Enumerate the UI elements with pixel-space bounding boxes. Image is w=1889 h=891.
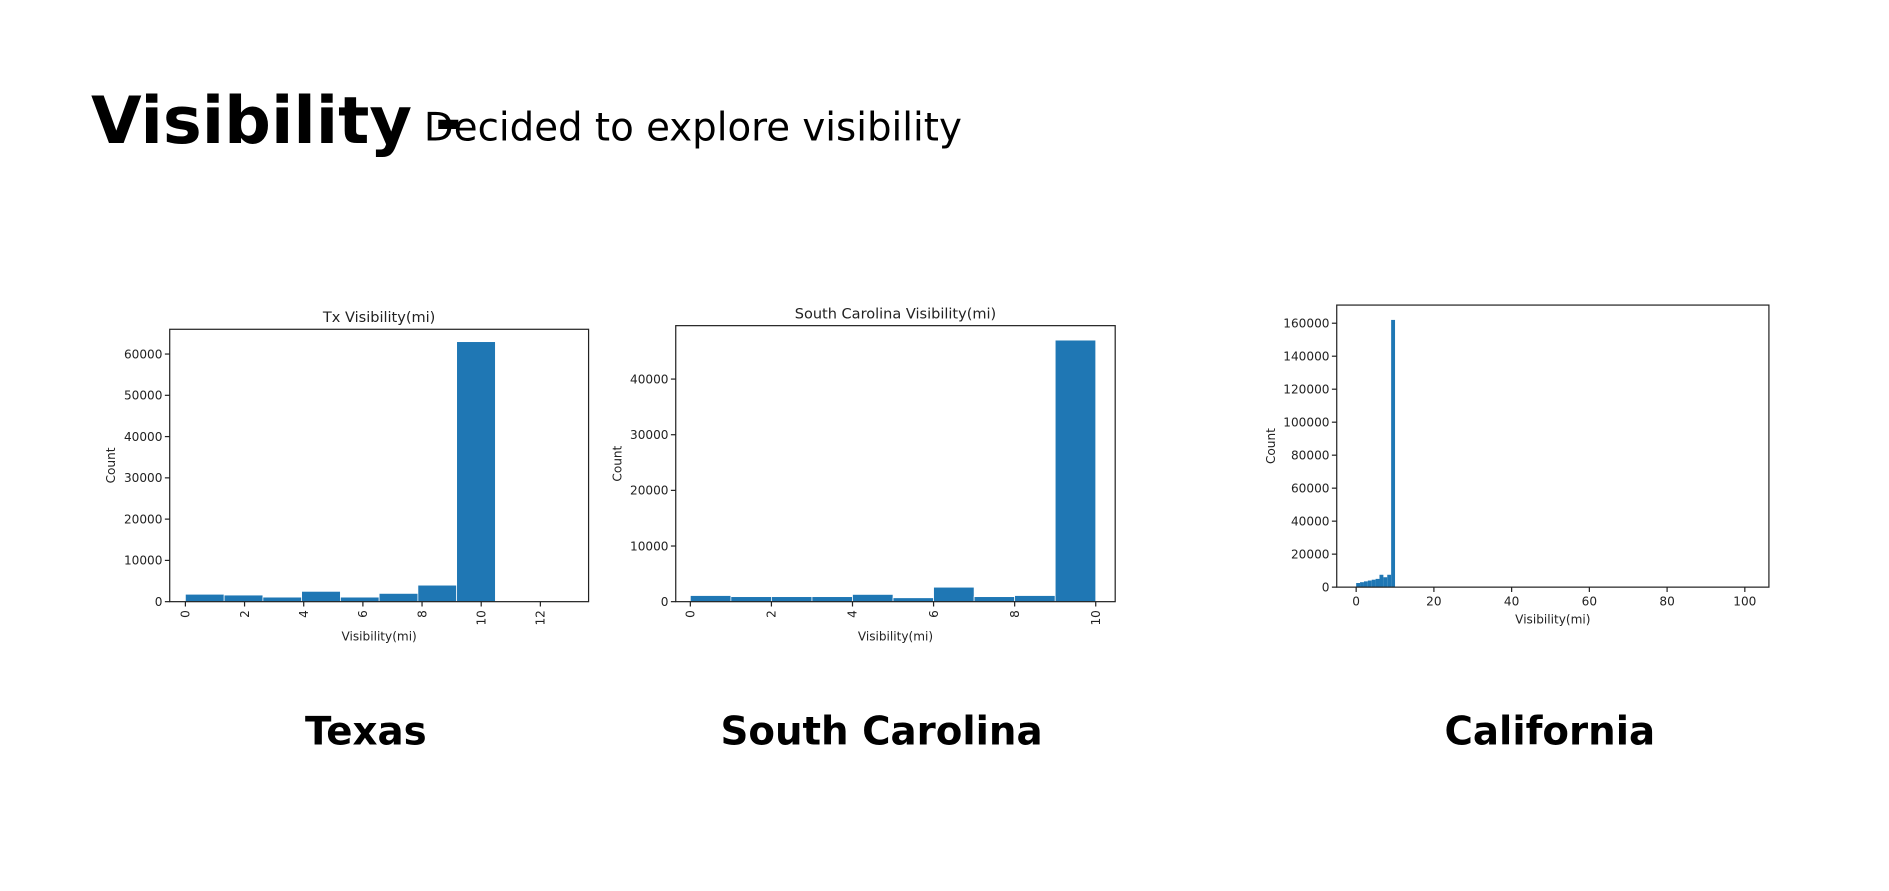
bar [417,584,458,603]
y-tick-label: 50000 [124,389,162,403]
caption: Texas [305,710,427,755]
bar [1054,339,1097,603]
bar [933,586,975,603]
bar [340,596,380,603]
bar [689,595,732,603]
bar [1387,574,1392,588]
chart-title: Tx Visibility(mi) [322,310,435,326]
x-tick-label: 40 [1504,594,1519,608]
x-tick-label: 2 [238,610,252,618]
y-tick-label: 100000 [1283,415,1329,429]
chart-title: South Carolina Visibility(mi) [795,306,996,322]
x-axis-label: Visibility(mi) [1515,612,1590,626]
bar [1371,579,1376,588]
bar [456,341,496,603]
x-tick-label: 100 [1733,594,1756,608]
x-tick-label: 20 [1426,594,1441,608]
y-tick-label: 40000 [1291,514,1329,528]
histogram: 0 2 4 6 8 10 0 10000 20000 30000 40000 South Caroli… [610,306,1116,643]
bar [1375,578,1380,588]
bar [185,593,225,603]
x-axis-label: Visibility(mi) [342,629,417,643]
bar [262,596,303,603]
y-tick-label: 20000 [1291,547,1329,561]
bar [301,590,341,603]
y-axis-label: Count [104,447,118,483]
x-tick-label: 8 [415,610,429,618]
bar [771,596,813,603]
x-tick-label: 8 [1008,610,1022,618]
x-axis-label: Visibility(mi) [858,629,933,643]
bar [973,596,1016,603]
x-tick-label: 10 [474,610,488,625]
y-tick-label: 10000 [124,554,162,568]
x-tick-label: 0 [684,610,698,618]
y-tick-label: 140000 [1283,349,1329,363]
bar [1014,595,1056,603]
axes-frame [169,328,590,603]
y-tick-label: 20000 [124,512,162,526]
bar [1363,581,1368,588]
x-tick-label: 6 [927,610,941,618]
x-tick-label: 0 [179,610,193,618]
x-tick-label: 6 [356,610,370,618]
x-tick-label: 12 [534,610,548,625]
caption: California [1445,710,1656,755]
x-tick-label: 4 [297,610,311,618]
x-tick-label: 0 [1352,594,1360,608]
bar [223,594,264,603]
y-tick-label: 40000 [630,372,668,386]
bar [1367,580,1372,588]
y-tick-label: 30000 [630,428,668,442]
slide-subtitle: Decided to explore visibility [424,105,962,150]
bar [1383,577,1388,588]
bar [852,594,894,603]
axes-frame [1336,304,1770,588]
bar [1360,582,1364,588]
caption: South Carolina [721,710,1043,755]
y-tick-label: 160000 [1283,316,1329,330]
y-tick-label: 60000 [1291,481,1329,495]
axes-frame [675,325,1116,603]
y-tick-label: 120000 [1283,382,1329,396]
bar [730,596,772,603]
x-tick-label: 10 [1089,610,1103,625]
y-tick-label: 0 [1322,580,1330,594]
slide-title: Visibility - [91,83,462,159]
y-tick-label: 60000 [124,347,162,361]
bar [811,596,853,603]
y-axis-label: Count [610,445,624,481]
y-tick-label: 0 [155,595,163,609]
y-tick-label: 30000 [124,471,162,485]
y-axis-label: Count [1264,428,1278,464]
x-tick-label: 2 [765,610,779,618]
x-tick-label: 60 [1582,594,1597,608]
bar [1356,583,1361,588]
bar [1379,574,1384,588]
y-tick-label: 0 [661,595,669,609]
y-tick-label: 10000 [630,539,668,553]
histogram: 0 20 40 60 80 100 0 20000 40000 60000 80000 100000 1… [1264,304,1770,626]
histogram: 0 2 4 6 8 10 12 0 10000 20000 30000 40000 50000 60000… [104,310,590,643]
x-tick-label: 4 [846,610,860,618]
x-tick-label: 80 [1659,594,1674,608]
bar [378,593,419,603]
y-tick-label: 20000 [630,484,668,498]
bar [1391,319,1396,588]
y-tick-label: 40000 [124,430,162,444]
y-tick-label: 80000 [1291,448,1329,462]
